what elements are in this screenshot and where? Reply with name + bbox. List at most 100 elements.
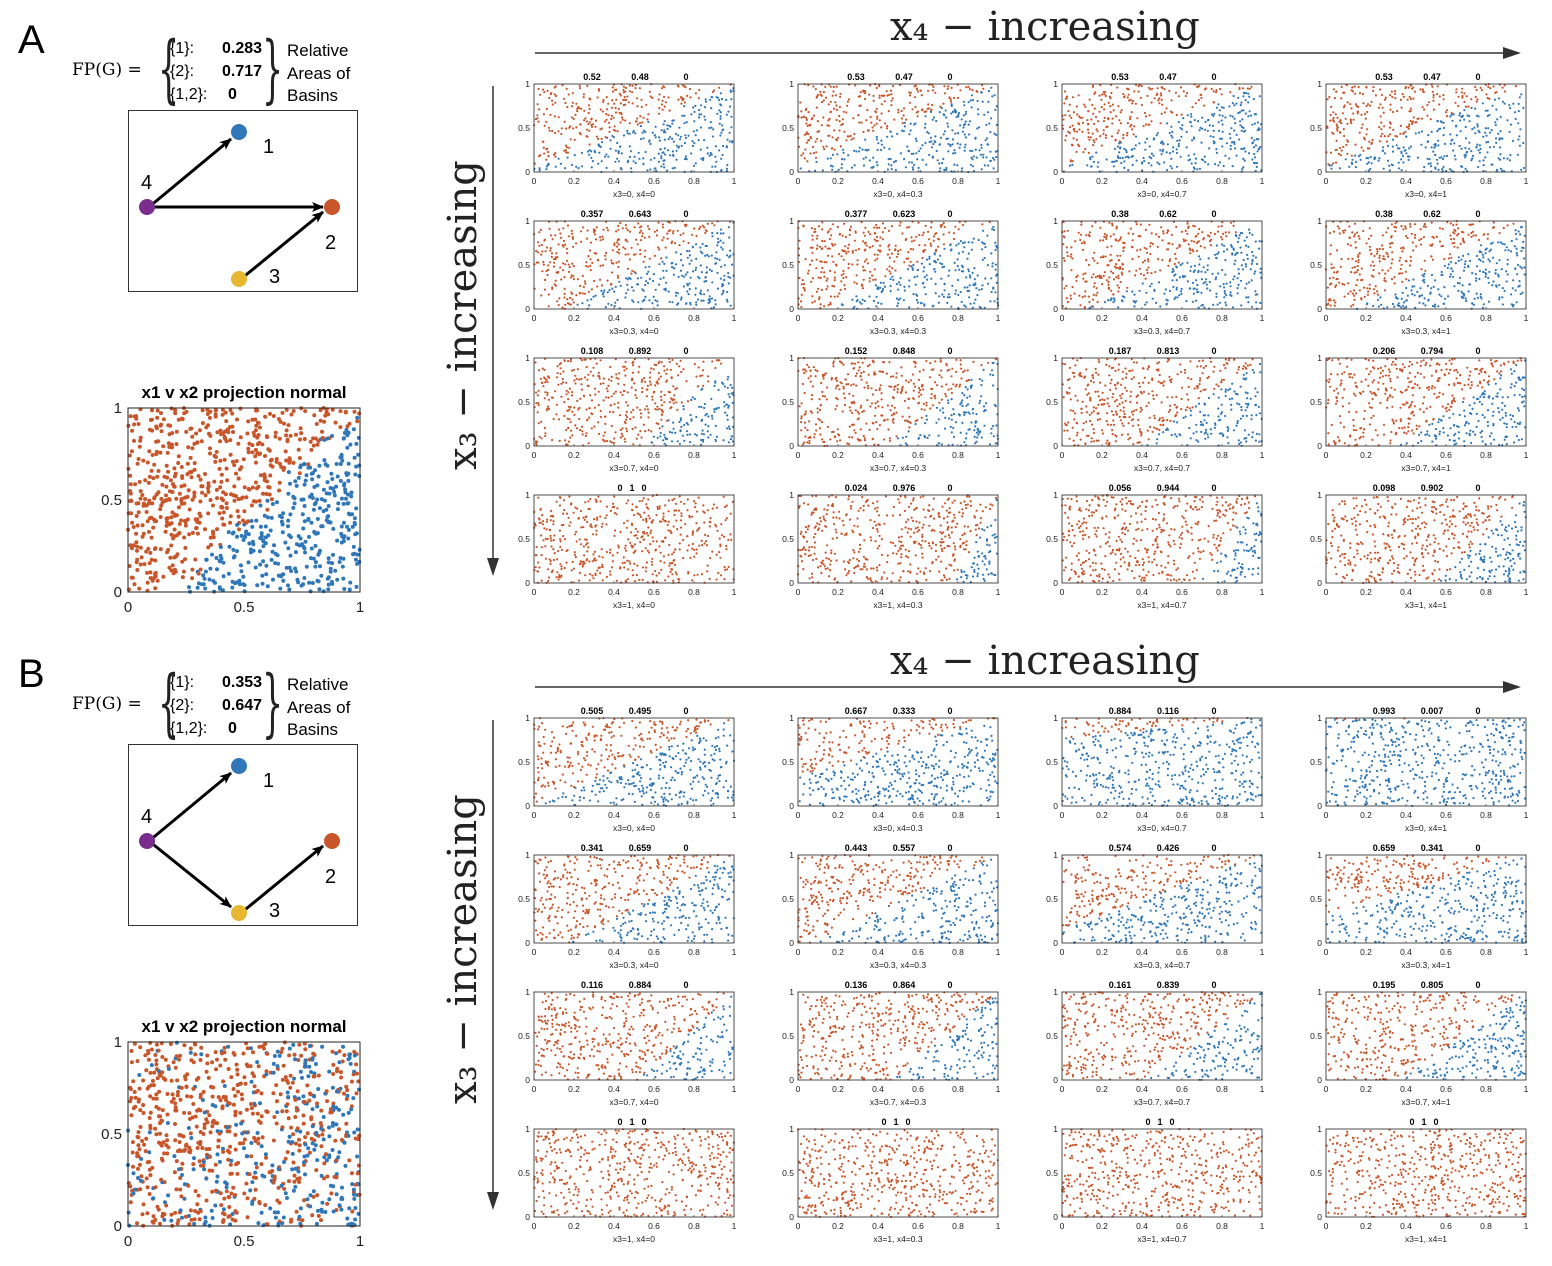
data-point: [1336, 249, 1338, 251]
data-point: [239, 563, 243, 567]
data-point: [1103, 120, 1105, 122]
data-point: [1348, 166, 1350, 168]
data-point: [558, 304, 560, 306]
data-point: [1422, 88, 1424, 90]
data-point: [700, 113, 702, 115]
data-point: [1484, 132, 1486, 134]
data-point: [1330, 106, 1332, 108]
data-point: [1378, 157, 1380, 159]
data-point: [1062, 243, 1064, 245]
data-point: [585, 261, 587, 263]
data-point: [321, 524, 325, 528]
data-point: [311, 581, 315, 585]
data-point: [152, 463, 156, 467]
data-point: [1516, 273, 1518, 275]
data-point: [685, 137, 687, 139]
data-point: [305, 565, 309, 569]
data-point: [1340, 154, 1342, 156]
data-point: [974, 282, 976, 284]
data-point: [538, 155, 540, 157]
data-point: [1257, 150, 1259, 152]
data-point: [1112, 118, 1114, 120]
data-point: [954, 293, 956, 295]
data-point: [918, 244, 920, 246]
data-point: [717, 241, 719, 243]
fp-label-1: {1}:: [170, 40, 194, 58]
data-point: [1082, 296, 1084, 298]
data-point: [1077, 275, 1079, 277]
data-point: [687, 135, 689, 137]
data-point: [1249, 110, 1251, 112]
data-point: [617, 239, 619, 241]
y-tick-label: 1: [789, 216, 794, 226]
data-point: [1108, 102, 1110, 104]
data-point: [940, 278, 942, 280]
data-point: [1126, 132, 1128, 134]
data-point: [1234, 122, 1236, 124]
data-point: [957, 115, 959, 117]
data-point: [1093, 294, 1095, 296]
data-point: [1379, 296, 1381, 298]
data-point: [663, 96, 665, 98]
data-point: [634, 132, 636, 134]
data-point: [1366, 111, 1368, 113]
data-point: [1238, 268, 1240, 270]
data-point: [1502, 87, 1504, 89]
data-point: [1093, 252, 1095, 254]
data-point: [947, 126, 949, 128]
data-point: [551, 130, 553, 132]
data-point: [851, 167, 853, 169]
data-point: [964, 286, 966, 288]
data-point: [864, 227, 866, 229]
data-point: [836, 109, 838, 111]
data-point: [135, 568, 139, 572]
data-point: [1329, 120, 1331, 122]
data-point: [1423, 273, 1425, 275]
data-point: [1452, 149, 1454, 151]
data-point: [1119, 147, 1121, 149]
data-point: [599, 236, 601, 238]
data-point: [550, 93, 552, 95]
data-point: [353, 456, 357, 460]
data-point: [1169, 132, 1171, 134]
data-point: [1152, 155, 1154, 157]
data-point: [899, 298, 901, 300]
data-point: [1118, 151, 1120, 153]
data-point: [270, 558, 274, 562]
data-point: [982, 101, 984, 103]
data-point: [662, 100, 664, 102]
data-point: [1139, 249, 1141, 251]
data-point: [1116, 86, 1118, 88]
data-point: [939, 255, 941, 257]
data-point: [1087, 110, 1089, 112]
data-point: [619, 222, 621, 224]
data-point: [1242, 87, 1244, 89]
data-point: [685, 273, 687, 275]
data-point: [1146, 95, 1148, 97]
data-point: [884, 275, 886, 277]
data-point: [1455, 158, 1457, 160]
data-point: [1479, 152, 1481, 154]
data-point: [1371, 101, 1373, 103]
data-point: [631, 299, 633, 301]
data-point: [1442, 94, 1444, 96]
data-point: [259, 473, 263, 477]
data-point: [611, 271, 613, 273]
data-point: [285, 428, 289, 432]
data-point: [904, 290, 906, 292]
data-point: [642, 132, 644, 134]
data-point: [821, 101, 823, 103]
data-point: [1501, 138, 1503, 140]
data-point: [1476, 265, 1478, 267]
data-point: [1354, 233, 1356, 235]
data-point: [1372, 86, 1374, 88]
data-point: [204, 558, 208, 562]
data-point: [594, 233, 596, 235]
data-point: [671, 123, 673, 125]
data-point: [606, 167, 608, 169]
data-point: [877, 249, 879, 251]
data-point: [580, 123, 582, 125]
data-point: [141, 523, 145, 527]
data-point: [325, 518, 329, 522]
